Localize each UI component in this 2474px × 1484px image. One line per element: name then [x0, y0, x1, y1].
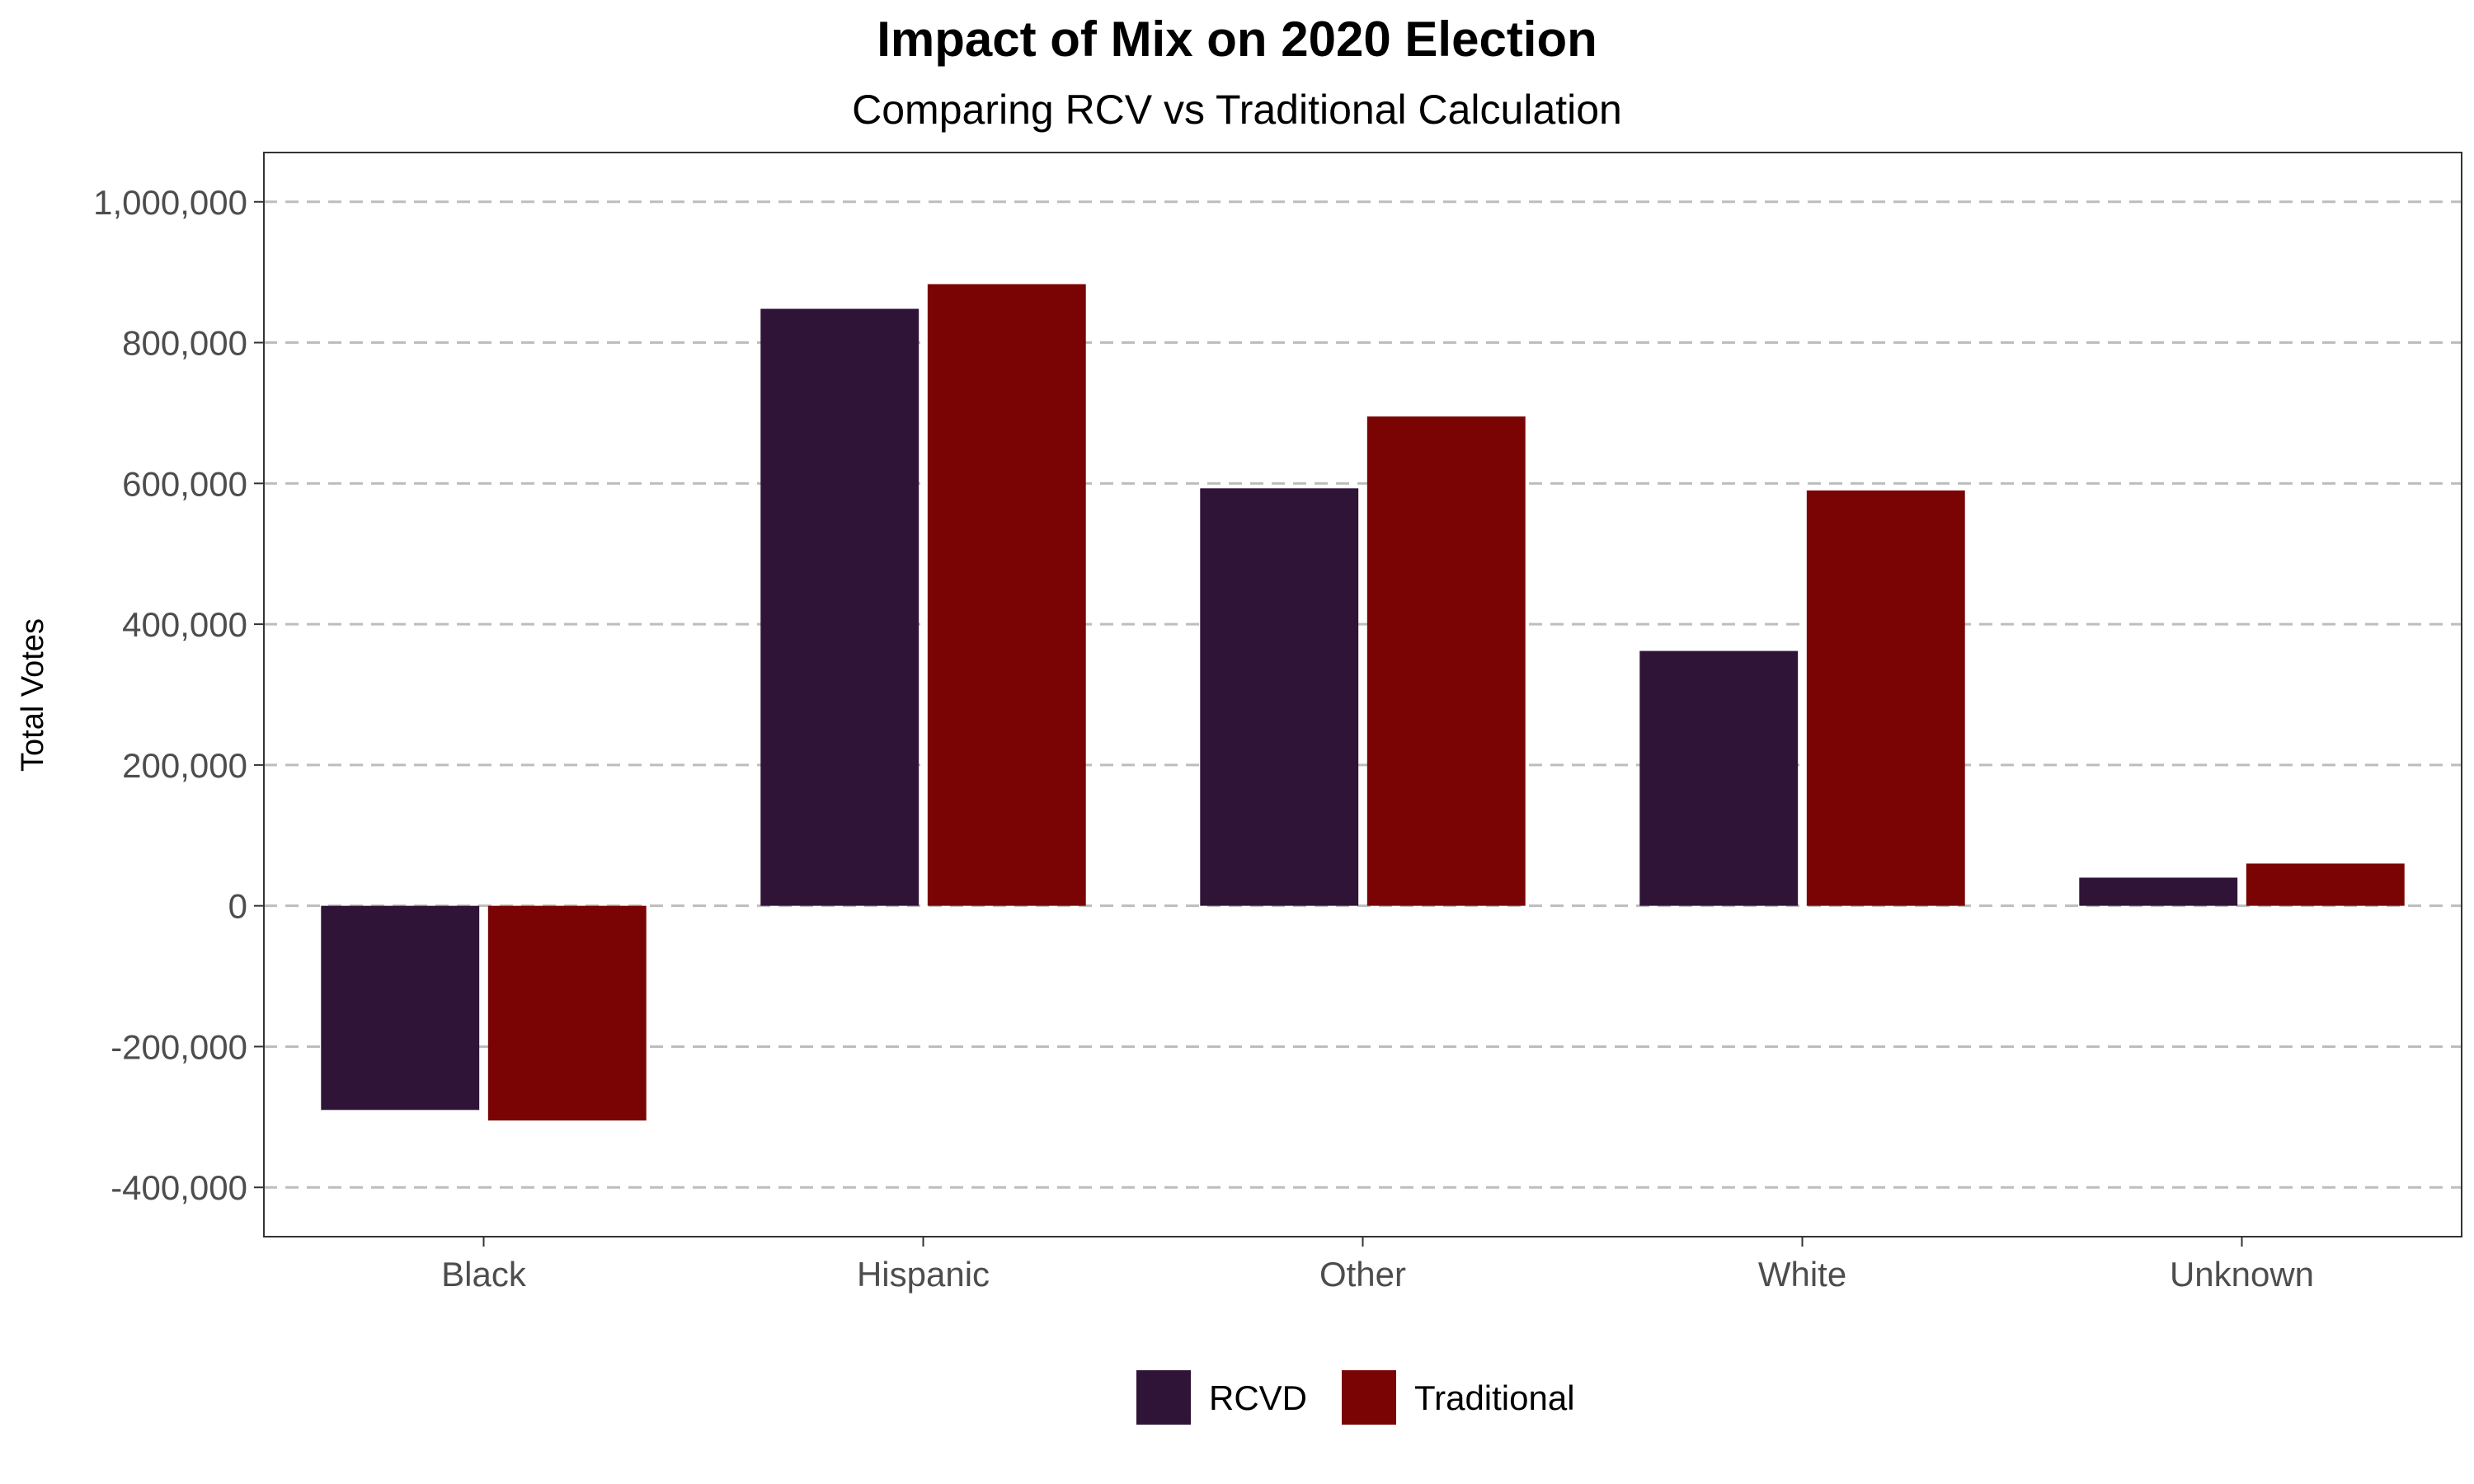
legend-swatch-traditional	[1342, 1370, 1396, 1425]
bar-rcvd-hispanic	[760, 308, 920, 906]
bar-traditional-black	[487, 905, 647, 1121]
bar-traditional-white	[1806, 490, 1965, 906]
y-tick-label: 600,000	[122, 464, 247, 503]
legend-label-rcvd: RCVD	[1209, 1378, 1307, 1417]
x-tick-label: Unknown	[2170, 1255, 2314, 1294]
bar-traditional-unknown	[2246, 863, 2405, 906]
y-tick-label: -200,000	[111, 1027, 247, 1066]
bars	[321, 284, 2405, 1121]
bar-rcvd-black	[321, 905, 480, 1111]
y-tick-label: -400,000	[111, 1168, 247, 1207]
bar-traditional-hispanic	[927, 284, 1086, 906]
x-tick-label: Hispanic	[857, 1255, 990, 1294]
x-tick-label: Black	[441, 1255, 527, 1294]
y-tick-label: 400,000	[122, 605, 247, 644]
legend: RCVD Traditional	[1136, 1370, 1575, 1425]
bar-traditional-other	[1366, 416, 1526, 906]
x-tick-label: White	[1758, 1255, 1846, 1294]
y-tick-label: 800,000	[122, 324, 247, 363]
bar-rcvd-white	[1639, 650, 1799, 906]
chart-title: Impact of Mix on 2020 Election	[877, 12, 1597, 67]
y-axis: -400,000 -200,000 0 200,000 400,000 600,000 80…	[93, 183, 264, 1207]
y-tick-label: 0	[228, 887, 247, 926]
y-tick-label: 1,000,000	[93, 183, 247, 222]
bar-rcvd-other	[1200, 488, 1359, 906]
chart-subtitle: Comparing RCV vs Traditional Calculation	[852, 87, 1622, 133]
x-tick-label: Other	[1319, 1255, 1406, 1294]
bar-rcvd-unknown	[2079, 877, 2238, 906]
x-axis: Black Hispanic Other White Unknown	[441, 1237, 2314, 1294]
y-tick-label: 200,000	[122, 746, 247, 785]
y-axis-title: Total Votes	[16, 618, 50, 772]
legend-swatch-rcvd	[1136, 1370, 1191, 1425]
legend-label-traditional: Traditional	[1414, 1378, 1575, 1417]
